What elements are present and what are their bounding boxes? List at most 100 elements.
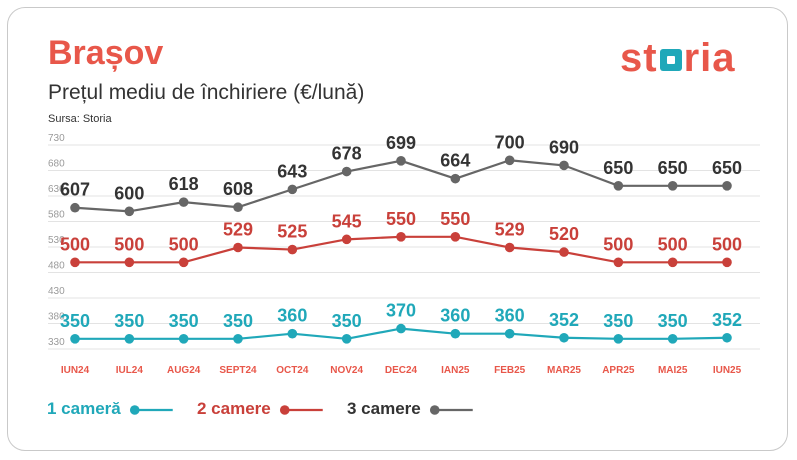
data-label: 500 xyxy=(658,234,688,254)
data-point xyxy=(124,334,135,344)
data-point xyxy=(450,232,461,242)
data-point xyxy=(341,166,352,177)
data-point xyxy=(559,247,569,257)
data-point xyxy=(178,197,189,207)
data-point xyxy=(178,257,189,268)
data-point xyxy=(233,202,243,213)
legend-label: 1 cameră xyxy=(47,399,121,418)
data-point xyxy=(233,334,243,344)
data-label: 360 xyxy=(440,306,470,326)
data-label: 352 xyxy=(549,310,579,330)
x-tick-label: MAI25 xyxy=(658,365,688,376)
data-point xyxy=(504,328,515,339)
data-label: 607 xyxy=(60,180,90,200)
data-point xyxy=(70,202,80,213)
legend-marker xyxy=(429,405,440,415)
chart-title: Brașov xyxy=(48,34,164,72)
chart-card xyxy=(7,7,788,451)
data-point xyxy=(722,181,732,191)
data-point xyxy=(450,328,461,339)
source-note: Sursa: Storia xyxy=(48,113,112,125)
data-point xyxy=(341,234,352,245)
data-label: 664 xyxy=(440,151,470,171)
data-label: 350 xyxy=(332,311,362,331)
y-tick-label: 430 xyxy=(48,286,65,297)
legend-label: 2 camere xyxy=(197,399,271,418)
data-label: 350 xyxy=(658,311,688,331)
data-label: 650 xyxy=(712,158,742,178)
data-point xyxy=(396,323,406,334)
data-label: 550 xyxy=(440,209,470,229)
x-tick-label: SEPT24 xyxy=(219,365,257,376)
data-label: 608 xyxy=(223,179,253,199)
legend-marker xyxy=(129,405,140,415)
x-tick-label: IUN25 xyxy=(713,365,742,376)
logo-square-icon xyxy=(659,49,682,71)
data-point xyxy=(396,232,406,242)
data-point xyxy=(287,328,298,339)
data-label: 500 xyxy=(603,234,633,254)
data-label: 350 xyxy=(114,311,144,331)
data-label: 500 xyxy=(60,234,90,254)
x-tick-label: DEC24 xyxy=(385,365,418,376)
data-point xyxy=(504,242,515,253)
data-point xyxy=(667,181,678,191)
data-label: 600 xyxy=(114,183,144,203)
data-label: 525 xyxy=(277,222,307,242)
data-label: 618 xyxy=(169,174,199,194)
data-label: 370 xyxy=(386,301,416,321)
data-point xyxy=(667,257,678,268)
data-point xyxy=(287,244,298,255)
chart-subtitle: Prețul mediu de închiriere (€/lună) xyxy=(48,81,365,104)
storia-logo: st ria xyxy=(620,36,736,80)
data-label: 700 xyxy=(495,132,525,152)
data-point xyxy=(613,181,624,191)
data-point xyxy=(70,334,80,344)
data-point xyxy=(504,155,515,166)
data-point xyxy=(178,334,189,344)
data-label: 350 xyxy=(223,311,253,331)
data-label: 350 xyxy=(603,311,633,331)
x-tick-label: FEB25 xyxy=(494,365,526,376)
data-point xyxy=(450,173,461,184)
data-label: 529 xyxy=(223,220,253,240)
data-label: 360 xyxy=(277,306,307,326)
x-tick-label: APR25 xyxy=(602,365,635,376)
data-label: 350 xyxy=(169,311,199,331)
data-point xyxy=(613,257,624,268)
y-tick-label: 630 xyxy=(48,184,65,195)
y-tick-label: 580 xyxy=(48,210,65,221)
legend-label: 3 camere xyxy=(347,399,421,418)
data-label: 650 xyxy=(658,158,688,178)
x-tick-label: AUG24 xyxy=(167,365,201,376)
data-label: 699 xyxy=(386,133,416,153)
data-point xyxy=(559,332,569,343)
data-label: 650 xyxy=(603,158,633,178)
data-point xyxy=(722,332,732,343)
data-point xyxy=(341,334,352,344)
data-label: 500 xyxy=(114,234,144,254)
data-point xyxy=(287,184,298,195)
data-label: 550 xyxy=(386,209,416,229)
data-label: 360 xyxy=(495,306,525,326)
data-label: 520 xyxy=(549,224,579,244)
x-tick-label: IUN24 xyxy=(61,365,90,376)
data-label: 690 xyxy=(549,137,579,157)
data-label: 643 xyxy=(277,161,307,181)
data-point xyxy=(722,257,732,268)
data-point xyxy=(124,206,135,217)
data-point xyxy=(667,334,678,344)
data-point xyxy=(233,242,243,253)
data-point xyxy=(559,160,569,171)
x-tick-label: OCT24 xyxy=(276,365,309,376)
legend-marker xyxy=(279,405,290,415)
y-tick-label: 380 xyxy=(48,312,65,323)
x-tick-label: IUL24 xyxy=(116,365,144,376)
data-point xyxy=(613,334,624,344)
data-label: 500 xyxy=(169,234,199,254)
data-point xyxy=(70,257,80,268)
data-label: 545 xyxy=(332,211,362,231)
y-tick-label: 330 xyxy=(48,337,65,348)
x-tick-label: NOV24 xyxy=(330,365,363,376)
y-tick-label: 730 xyxy=(48,133,65,144)
